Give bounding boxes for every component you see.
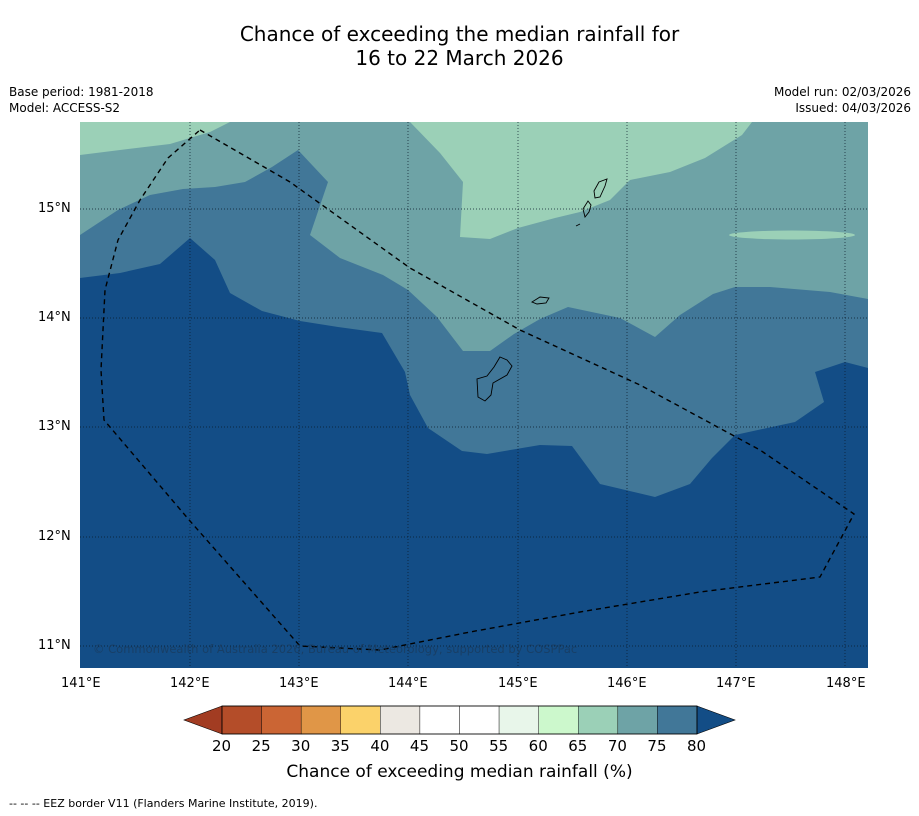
colorbar-tick-30: 30 (291, 737, 311, 755)
colorbar-segment-25-30 (261, 705, 302, 735)
colorbar-label: Chance of exceeding median rainfall (%) (286, 762, 633, 782)
colorbar-segment-40-45 (380, 705, 421, 735)
map-fill-layer (80, 122, 868, 668)
colorbar-tick-70: 70 (607, 737, 627, 755)
colorbar-tick-35: 35 (330, 737, 350, 755)
lon-label-146e: 146°E (607, 676, 647, 691)
colorbar-tick-50: 50 (449, 737, 469, 755)
island-aguijan (575, 223, 581, 227)
colorbar-segment-20-25 (221, 705, 262, 735)
island-saipan (593, 178, 608, 199)
model-name: Model: ACCESS-S2 (9, 101, 121, 115)
copyright-text: © Commonwealth of Australia 2026, Bureau… (93, 642, 577, 656)
lon-label-142e: 142°E (170, 676, 210, 691)
colorbar-tick-25: 25 (251, 737, 271, 755)
colorbar-tick-80: 80 (687, 737, 707, 755)
base-period: Base period: 1981-2018 (9, 85, 154, 99)
eez-border (100, 129, 855, 651)
island-rota (531, 296, 550, 305)
colorbar-segment-30-35 (300, 705, 341, 735)
lon-label-144e: 144°E (388, 676, 428, 691)
colorbar-outline (221, 705, 698, 735)
band-65-70-northwest (80, 122, 230, 155)
lon-label-141e: 141°E (61, 676, 101, 691)
lon-label-143e: 143°E (279, 676, 319, 691)
colorbar-segment-65-70 (578, 705, 619, 735)
lat-label-15n: 15°N (38, 201, 71, 216)
issued-date: Issued: 04/03/2026 (795, 101, 911, 115)
colorbar-tick-40: 40 (370, 737, 390, 755)
colorbar-segment-75-80 (657, 705, 698, 735)
chart-title-line1: Chance of exceeding the median rainfall … (239, 22, 680, 46)
colorbar-tick-75: 75 (647, 737, 667, 755)
band-65-70-north (410, 122, 752, 239)
islands (476, 178, 608, 402)
lat-label-13n: 13°N (38, 419, 71, 434)
band-65-70-east (729, 230, 855, 240)
island-tinian (582, 200, 592, 218)
colorbar-tick-60: 60 (528, 737, 548, 755)
colorbar-segment-35-40 (340, 705, 381, 735)
colorbar-segment-50-55 (459, 705, 500, 735)
colorbar-segment-60-65 (538, 705, 579, 735)
gridlines (80, 122, 868, 668)
eez-legend-note: -- -- -- EEZ border V11 (Flanders Marine… (9, 797, 318, 810)
colorbar-extend-high (696, 705, 736, 735)
model-run: Model run: 02/03/2026 (773, 85, 911, 99)
lat-label-11n: 11°N (38, 638, 71, 653)
chart-title-line2: 16 to 22 March 2026 (355, 46, 564, 70)
meta-right: Model run: 02/03/2026 Issued: 04/03/2026 (774, 84, 911, 116)
lat-label-12n: 12°N (38, 529, 71, 544)
colorbar-segment-45-50 (419, 705, 460, 735)
island-guam (476, 356, 513, 402)
lon-label-147e: 147°E (716, 676, 756, 691)
colorbar-tick-65: 65 (568, 737, 588, 755)
colorbar (183, 705, 736, 735)
lon-label-145e: 145°E (498, 676, 538, 691)
colorbar-tick-20: 20 (212, 737, 232, 755)
colorbar-segment-55-60 (498, 705, 539, 735)
colorbar-segment-70-75 (617, 705, 658, 735)
colorbar-extend-low (183, 705, 223, 735)
colorbar-tick-55: 55 (489, 737, 509, 755)
lat-label-14n: 14°N (38, 310, 71, 325)
meta-left: Base period: 1981-2018 Model: ACCESS-S2 (9, 84, 154, 116)
colorbar-tick-45: 45 (409, 737, 429, 755)
lon-label-148e: 148°E (826, 676, 866, 691)
